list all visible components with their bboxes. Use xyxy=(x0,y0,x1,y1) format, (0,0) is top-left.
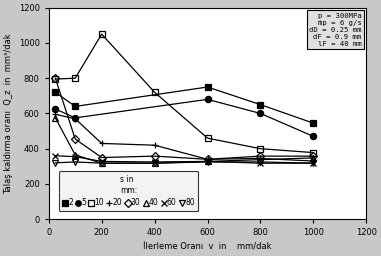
Y-axis label: Talaş kaldırma oranı  Q_z  in  mm³/dak: Talaş kaldırma oranı Q_z in mm³/dak xyxy=(4,33,13,194)
Text: p = 300MPa
ṁp = 6 g/s
dD = 0.25 mm
dF = 0.9 mm
lF = 40 mm: p = 300MPa ṁp = 6 g/s dD = 0.25 mm dF = … xyxy=(309,13,362,47)
X-axis label: İlerleme Oranı  v  in    mm/dak: İlerleme Oranı v in mm/dak xyxy=(143,243,272,252)
Legend: 2, 5, 10, 20, 30, 40, 60, 80: 2, 5, 10, 20, 30, 40, 60, 80 xyxy=(59,171,199,211)
